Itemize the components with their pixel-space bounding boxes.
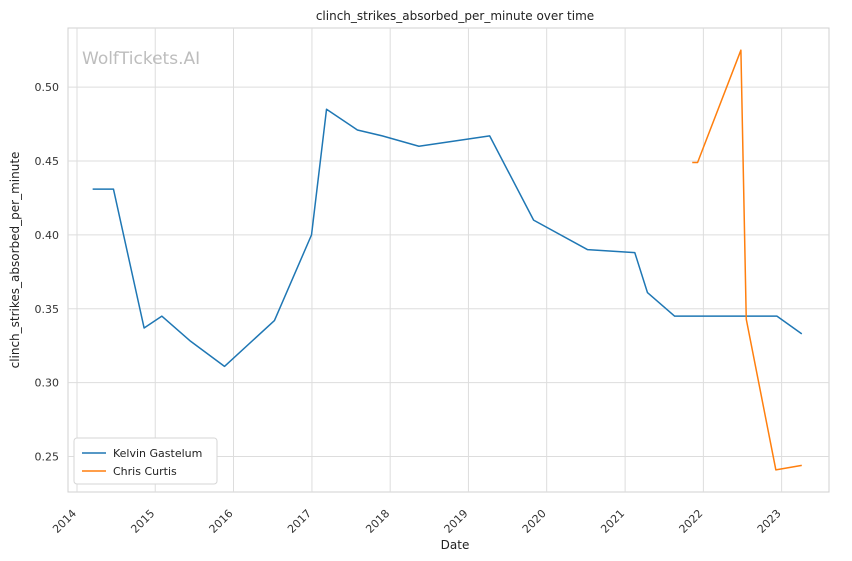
- y-tick-label: 0.50: [35, 81, 60, 94]
- x-axis-label: Date: [441, 538, 470, 552]
- series-line-kelvin-gastelum: [92, 108, 803, 368]
- y-axis-label: clinch_strikes_absorbed_per_minute: [8, 152, 22, 369]
- legend-label-kelvin-gastelum: Kelvin Gastelum: [113, 447, 202, 460]
- y-tick-labels: 0.25 0.30 0.35 0.40 0.45 0.50: [35, 81, 60, 463]
- y-tick-label: 0.35: [35, 303, 60, 316]
- plot-area: [67, 27, 830, 493]
- series-layer: [92, 49, 803, 471]
- y-tick-label: 0.45: [35, 155, 60, 168]
- chart-title: clinch_strikes_absorbed_per_minute over …: [316, 9, 594, 23]
- x-gridlines: [76, 28, 783, 492]
- legend-box: [73, 437, 218, 485]
- legend: Kelvin Gastelum Chris Curtis: [73, 437, 218, 485]
- y-tick-label: 0.40: [35, 229, 60, 242]
- y-tick-label: 0.25: [35, 451, 60, 464]
- series-line-chris-curtis: [692, 49, 802, 471]
- watermark-text: WolfTickets.AI: [82, 49, 200, 69]
- legend-label-chris-curtis: Chris Curtis: [113, 465, 177, 478]
- y-tick-label: 0.30: [35, 377, 60, 390]
